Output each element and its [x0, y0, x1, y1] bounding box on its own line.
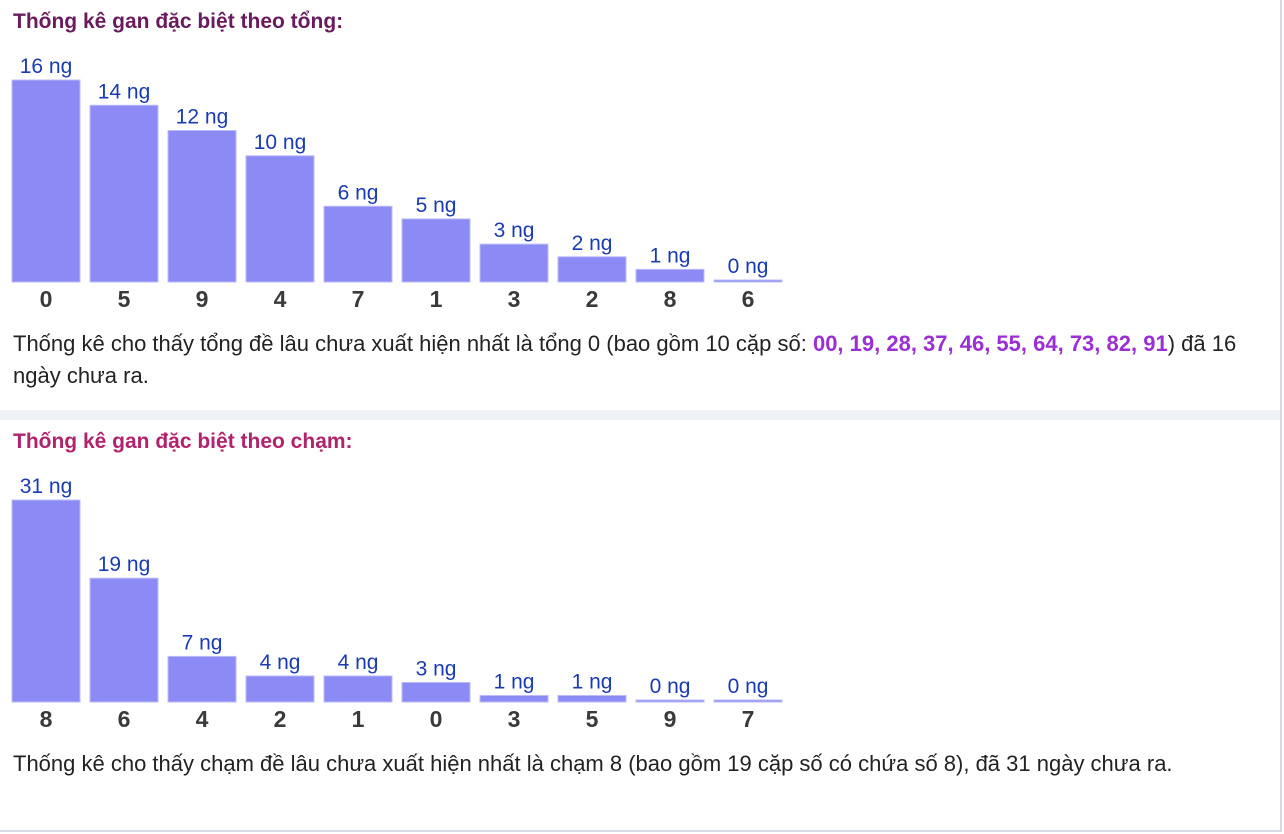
section-title-tong: Thống kê gan đặc biệt theo tổng: [13, 10, 344, 33]
value-label-5: 1 ng [572, 670, 613, 693]
bar-7 [323, 205, 393, 283]
summary-tong: Thống kê cho thấy tổng đề lâu chưa xuất … [13, 328, 1273, 392]
bar-8 [11, 499, 81, 703]
category-label-9: 9 [196, 286, 209, 310]
category-label-7: 7 [742, 706, 755, 730]
value-label-8: 1 ng [650, 244, 691, 267]
bar-7 [713, 699, 783, 703]
bar-chart-tong: 16 ng 0 14 ng 5 12 ng 9 10 ng 4 6 ng 7 5 ng 1 3 ng 3 2… [0, 40, 800, 320]
bar-9 [167, 130, 237, 283]
category-label-2: 2 [274, 706, 287, 730]
value-label-9: 12 ng [176, 106, 229, 129]
bar-1 [401, 218, 471, 283]
bar-4 [245, 155, 315, 283]
category-label-8: 8 [40, 706, 53, 730]
bar-chart-cham: 31 ng 8 19 ng 6 7 ng 4 4 ng 2 4 ng 1 3 ng 0 1 ng 3 1 n… [0, 460, 800, 740]
category-label-0: 0 [40, 286, 53, 310]
value-label-6: 0 ng [728, 255, 769, 278]
category-label-4: 4 [196, 706, 209, 730]
category-label-6: 6 [118, 706, 131, 730]
value-label-7: 6 ng [338, 181, 379, 204]
category-label-3: 3 [508, 706, 521, 730]
value-label-7: 0 ng [728, 675, 769, 698]
summary-cham: Thống kê cho thấy chạm đề lâu chưa xuất … [13, 751, 1173, 776]
category-label-9: 9 [664, 706, 677, 730]
section-tong: Thống kê gan đặc biệt theo tổng: 16 ng 0 1… [0, 0, 1280, 412]
category-label-1: 1 [430, 286, 443, 310]
category-label-0: 0 [430, 706, 443, 730]
value-label-3: 3 ng [494, 219, 535, 242]
pair-list-highlight: 00, 19, 28, 37, 46, 55, 64, 73, 82, 91 [812, 331, 1168, 356]
value-label-2: 2 ng [572, 232, 613, 255]
value-label-5: 14 ng [98, 80, 151, 103]
value-label-1: 5 ng [416, 194, 457, 217]
bar-5 [557, 694, 627, 703]
bar-8 [635, 268, 705, 283]
bar-1 [323, 675, 393, 703]
bar-5 [89, 104, 159, 283]
value-label-4: 10 ng [254, 131, 307, 154]
bar-6 [89, 577, 159, 703]
category-label-2: 2 [586, 286, 599, 310]
value-label-8: 31 ng [20, 475, 73, 498]
category-label-6: 6 [742, 286, 755, 310]
value-label-3: 1 ng [494, 670, 535, 693]
bar-6 [713, 279, 783, 283]
section-cham: Thống kê gan đặc biệt theo chạm: 31 ng 8 1… [0, 420, 1280, 834]
category-label-1: 1 [352, 706, 365, 730]
category-label-8: 8 [664, 286, 677, 310]
bar-9 [635, 699, 705, 703]
value-label-1: 4 ng [338, 651, 379, 674]
bar-3 [479, 243, 549, 283]
value-label-9: 0 ng [650, 675, 691, 698]
category-label-5: 5 [118, 286, 131, 310]
section-title-cham: Thống kê gan đặc biệt theo chạm: [13, 430, 353, 453]
category-label-4: 4 [274, 286, 287, 310]
value-label-2: 4 ng [260, 651, 301, 674]
summary-tong-tail: ) đã 16 ngày chưa ra. [13, 331, 1237, 388]
value-label-0: 3 ng [416, 657, 457, 680]
category-label-7: 7 [352, 286, 365, 310]
value-label-0: 16 ng [20, 55, 73, 78]
value-label-6: 19 ng [98, 553, 151, 576]
summary-tong-text: Thống kê cho thấy tổng đề lâu chưa xuất … [13, 331, 813, 356]
section-divider [0, 410, 1280, 420]
bar-chart-tong-svg: 16 ng 0 14 ng 5 12 ng 9 10 ng 4 6 ng 7 5 ng 1 3 ng 3 2… [11, 55, 783, 310]
bar-4 [167, 655, 237, 703]
bar-0 [401, 681, 471, 703]
bar-0 [11, 79, 81, 283]
category-label-3: 3 [508, 286, 521, 310]
value-label-4: 7 ng [182, 631, 223, 654]
bar-3 [479, 694, 549, 703]
category-label-5: 5 [586, 706, 599, 730]
bar-2 [245, 675, 315, 703]
bar-2 [557, 256, 627, 283]
